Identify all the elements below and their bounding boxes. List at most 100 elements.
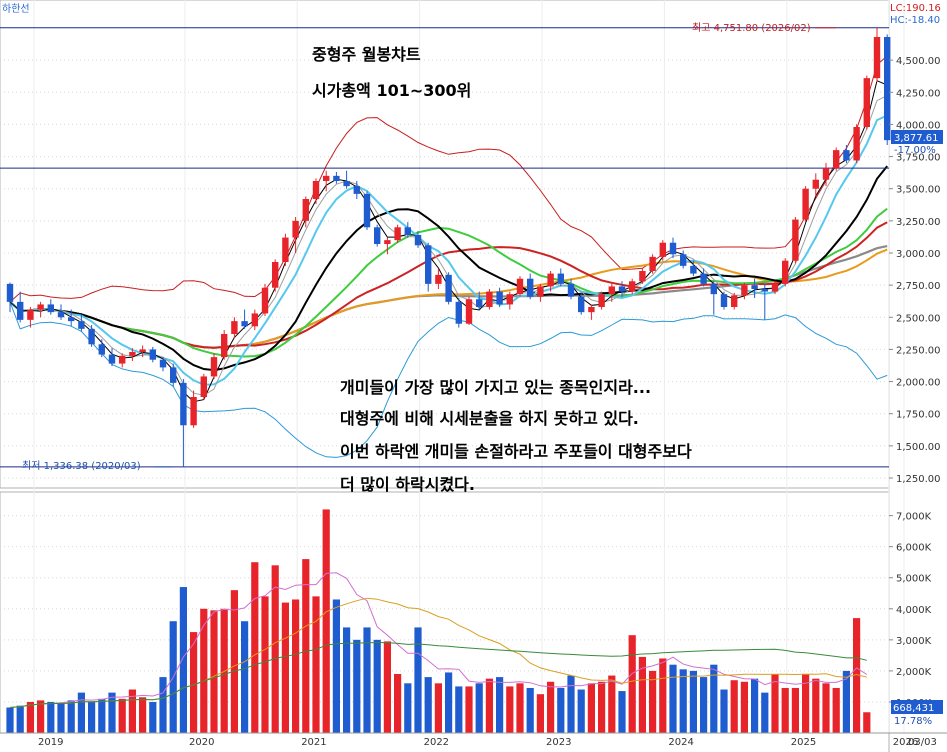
candle-body: [414, 235, 422, 246]
volume-bar: [771, 674, 779, 733]
price-tick-label: 2,250.00: [896, 345, 941, 356]
volume-bar: [281, 602, 289, 733]
volume-bar: [343, 627, 351, 733]
comment-line-2: 대형주에 비해 시세분출을 하지 못하고 있다.: [340, 409, 639, 428]
volume-bar: [812, 678, 820, 733]
candle-body: [690, 265, 697, 274]
volume-current: 668,431: [893, 703, 934, 714]
candle-body: [190, 397, 197, 426]
volume-bar: [424, 677, 432, 733]
volume-bar: [475, 683, 483, 733]
volume-bar: [179, 587, 187, 733]
candle-body: [221, 334, 228, 358]
volume-bar: [210, 610, 218, 733]
candle-body: [822, 168, 830, 180]
volume-bar: [577, 689, 585, 733]
candle-body: [88, 328, 95, 345]
volume-bar: [485, 678, 493, 733]
candle-body: [710, 283, 717, 295]
price-tick-label: 4,000.00: [896, 120, 941, 131]
candle-body: [792, 219, 799, 261]
candle-body: [588, 307, 595, 313]
x-tick-label: 2019: [38, 737, 63, 748]
price-tick-label: 3,000.00: [896, 249, 941, 260]
candle-body: [170, 367, 177, 383]
volume-bar: [587, 683, 595, 733]
ma-18: [9, 207, 888, 358]
volume-bar: [761, 692, 769, 733]
candle-body: [374, 227, 381, 244]
candle-body: [720, 294, 728, 307]
candle-body: [149, 349, 156, 360]
volume-tick-label: 3,000K: [896, 636, 932, 647]
volume-bar: [791, 687, 799, 733]
volume-bar: [261, 596, 269, 733]
candle-body: [210, 357, 218, 377]
candle-body: [343, 181, 350, 187]
volume-bar: [710, 664, 718, 733]
price-tick-label: 3,750.00: [896, 153, 941, 164]
volume-bar: [720, 689, 728, 733]
x-tick-label: 03/03: [908, 737, 937, 748]
price-tick-label: 1,250.00: [896, 474, 941, 485]
volume-bar: [404, 683, 412, 733]
volume-bar: [638, 656, 646, 733]
volume-bar: [149, 701, 157, 733]
reference-lines: [0, 27, 889, 468]
volume-bar: [271, 565, 279, 733]
candle-body: [159, 359, 167, 368]
volume-bar: [241, 621, 249, 733]
candle-body: [516, 278, 524, 295]
volume-bar: [853, 618, 861, 733]
candle-body: [833, 150, 840, 169]
price-tick-label: 3,250.00: [896, 217, 941, 228]
candle-body: [312, 181, 320, 199]
candle-body: [98, 344, 105, 355]
volume-bar: [465, 686, 473, 733]
candle-body: [547, 273, 554, 287]
candle-body: [47, 304, 54, 313]
volume-bar: [822, 683, 830, 733]
volume-bar: [394, 674, 402, 733]
volume-bar: [77, 692, 85, 733]
volume-bar: [506, 686, 514, 733]
price-tick-label: 4,500.00: [896, 56, 941, 67]
volume-bar: [57, 703, 65, 733]
candle-body: [323, 175, 330, 181]
candle-body: [567, 283, 575, 297]
volume-current-tag: [891, 700, 943, 714]
candle-body: [802, 188, 809, 220]
high-label: 최고 4,751.80 (2026/02): [692, 22, 811, 34]
volume-bar: [88, 701, 96, 733]
candle-body: [37, 304, 44, 310]
candle-body: [884, 37, 891, 141]
volume-tick-label: 2,000K: [896, 667, 932, 678]
volume-bar: [363, 627, 371, 733]
candle-body: [476, 299, 483, 307]
candle-body: [506, 294, 513, 305]
volume-bar: [608, 675, 616, 733]
candle-body: [445, 274, 452, 302]
candle-body: [394, 227, 401, 241]
price-tick-label: 2,500.00: [896, 313, 941, 324]
volume-bar: [312, 596, 320, 733]
volume-bar: [128, 689, 136, 733]
candle-body: [119, 355, 126, 364]
volume-bar: [496, 677, 504, 733]
candle-body: [363, 193, 371, 228]
volume-bar: [516, 683, 524, 733]
candle-body: [108, 354, 116, 364]
volume-bar: [414, 627, 422, 733]
volume-bar: [649, 670, 657, 733]
candle-body: [527, 278, 534, 297]
volume-bar: [526, 687, 534, 733]
candle-body: [782, 260, 789, 284]
candle-body: [741, 285, 748, 296]
candle-body: [700, 273, 707, 284]
candle-body: [578, 296, 585, 313]
comment-line-3: 이번 하락엔 개미들 손절하라고 주포들이 대형주보다: [340, 442, 692, 461]
candle-body: [231, 321, 238, 334]
volume-bar: [781, 687, 789, 733]
bollinger-upper: [9, 55, 888, 303]
